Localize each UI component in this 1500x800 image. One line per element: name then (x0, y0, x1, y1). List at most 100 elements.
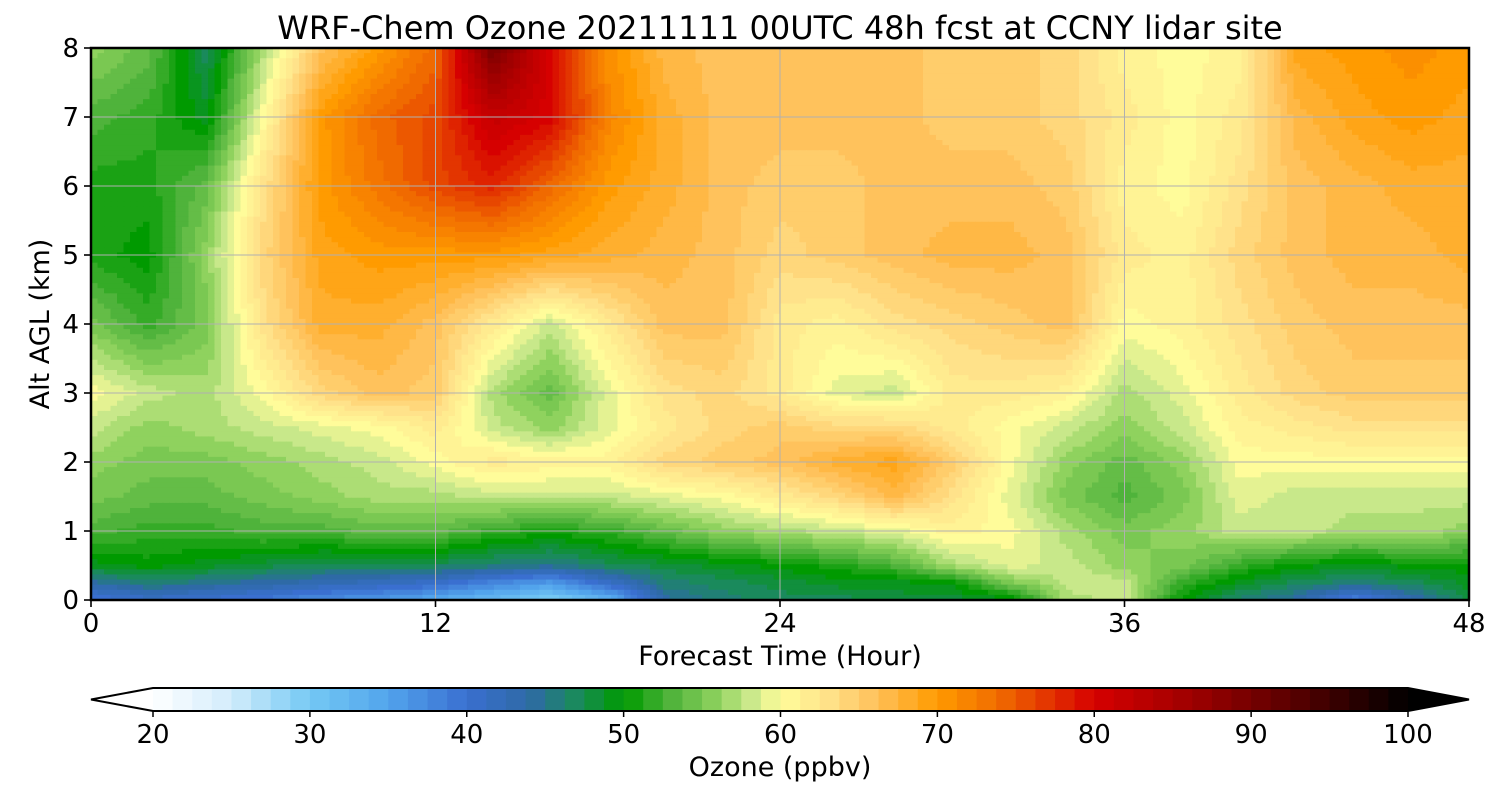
field-cell (741, 73, 749, 80)
field-cell (1365, 83, 1373, 90)
field-cell (663, 58, 671, 64)
field-cell (169, 63, 177, 70)
field-cell (325, 160, 333, 167)
field-cell (656, 150, 664, 156)
field-cell (721, 134, 729, 141)
field-cell (1196, 109, 1204, 116)
field-cell (1001, 145, 1009, 151)
field-cell (162, 150, 170, 156)
field-cell (1384, 109, 1392, 116)
field-cell (1319, 134, 1327, 141)
field-cell (1157, 58, 1165, 64)
field-cell (1183, 145, 1191, 151)
field-cell (955, 129, 963, 136)
field-cell (1137, 73, 1145, 80)
field-cell (637, 104, 645, 110)
field-cell (539, 88, 547, 95)
field-cell (754, 48, 762, 54)
field-cell (916, 63, 924, 70)
field-cell (643, 58, 651, 64)
field-cell (1183, 94, 1191, 100)
field-cell (1137, 109, 1145, 116)
field-cell (403, 88, 411, 95)
field-cell (1417, 119, 1425, 126)
field-cell (949, 124, 957, 131)
field-cell (572, 48, 580, 54)
field-cell (1384, 140, 1392, 146)
field-cell (845, 94, 853, 100)
field-cell (773, 58, 781, 64)
field-cell (1170, 63, 1178, 70)
field-cell (1378, 53, 1386, 59)
field-cell (182, 134, 190, 141)
field-cell (702, 104, 710, 110)
field-cell (123, 155, 131, 162)
field-cell (955, 78, 963, 85)
field-cell (1313, 48, 1321, 54)
field-cell (1228, 124, 1236, 131)
field-cell (91, 119, 99, 126)
field-cell (214, 119, 222, 126)
field-cell (1378, 134, 1386, 141)
field-cell (494, 48, 502, 54)
field-cell (656, 63, 664, 70)
field-cell (208, 58, 216, 64)
field-cell (1274, 129, 1282, 136)
field-cell (988, 150, 996, 156)
field-cell (1287, 83, 1295, 90)
field-cell (455, 78, 463, 85)
field-cell (169, 109, 177, 116)
field-cell (929, 78, 937, 85)
field-cell (1183, 155, 1191, 162)
field-cell (598, 73, 606, 80)
field-cell (864, 68, 872, 75)
field-cell (390, 88, 398, 95)
field-cell (416, 124, 424, 131)
field-cell (1339, 73, 1347, 80)
field-cell (923, 124, 931, 131)
field-cell (1274, 48, 1282, 54)
field-cell (1137, 88, 1145, 95)
field-cell (1462, 53, 1469, 59)
field-cell (357, 119, 365, 126)
field-cell (890, 129, 898, 136)
field-cell (1202, 78, 1210, 85)
field-cell (1306, 58, 1314, 64)
field-cell (253, 150, 261, 156)
field-cell (1345, 145, 1353, 151)
field-cell (130, 129, 138, 136)
field-cell (253, 63, 261, 70)
field-cell (442, 78, 450, 85)
field-cell (780, 134, 788, 141)
field-cell (1384, 134, 1392, 141)
field-cell (383, 140, 391, 146)
field-cell (1456, 140, 1464, 146)
field-cell (104, 155, 112, 162)
field-cell (273, 145, 281, 151)
field-cell (754, 58, 762, 64)
field-cell (507, 78, 515, 85)
field-cell (676, 53, 684, 59)
field-cell (812, 165, 820, 172)
field-cell (617, 134, 625, 141)
field-cell (214, 58, 222, 64)
field-cell (1001, 155, 1009, 162)
field-cell (1397, 124, 1405, 131)
field-cell (1410, 129, 1418, 136)
field-cell (1430, 58, 1438, 64)
field-cell (1462, 155, 1469, 162)
field-cell (1105, 104, 1113, 110)
field-cell (1209, 134, 1217, 141)
field-cell (500, 124, 508, 131)
field-cell (117, 48, 125, 54)
field-cell (884, 83, 892, 90)
field-cell (208, 140, 216, 146)
field-cell (552, 165, 560, 172)
field-cell (624, 160, 632, 167)
field-cell (422, 140, 430, 146)
field-cell (1066, 94, 1074, 100)
field-cell (747, 155, 755, 162)
field-cell (195, 119, 203, 126)
field-cell (1189, 88, 1197, 95)
field-cell (1384, 58, 1392, 64)
